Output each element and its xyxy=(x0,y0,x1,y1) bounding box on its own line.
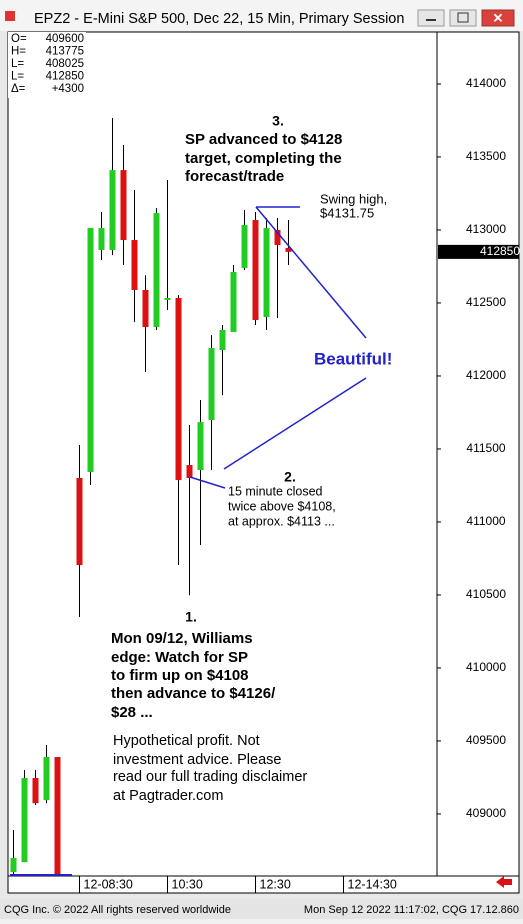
y-tick-label: 413000 xyxy=(466,222,506,236)
y-tick-label: 409000 xyxy=(466,806,506,820)
window-title: EPZ2 - E-Mini S&P 500, Dec 22, 15 Min, P… xyxy=(34,11,404,27)
y-tick-label: 412000 xyxy=(466,368,506,382)
annotation: forecast/trade xyxy=(185,168,284,185)
annotation: 2. xyxy=(284,469,296,485)
candles xyxy=(10,117,292,876)
candle-body xyxy=(98,228,105,250)
time-axis xyxy=(7,875,520,894)
x-tick-label: 12-08:30 xyxy=(84,877,133,891)
y-tick-label: 414000 xyxy=(466,76,506,90)
candle-body xyxy=(21,778,28,863)
status-bar xyxy=(0,899,523,919)
ohlc-value: 409600 xyxy=(46,33,84,45)
y-tick-label: 409500 xyxy=(466,733,506,747)
ohlc-value: 408025 xyxy=(46,58,84,70)
last-price-box xyxy=(438,244,519,259)
candle-body xyxy=(186,465,193,479)
price-axis xyxy=(436,31,520,877)
candle-body xyxy=(32,778,39,804)
candle-body xyxy=(230,272,237,333)
candle-body xyxy=(175,298,182,481)
ohlc-label: L= xyxy=(11,71,24,83)
y-tick-label: 410500 xyxy=(466,587,506,601)
ohlc-box xyxy=(8,32,86,98)
y-tick-label: 410000 xyxy=(466,660,506,674)
maximize-icon xyxy=(457,12,469,23)
annotation: SP advanced to $4128 xyxy=(185,131,342,148)
annotation: 3. xyxy=(272,113,284,129)
candle-body xyxy=(43,757,50,801)
x-tick-label: 12:30 xyxy=(260,877,291,891)
annotation: target, completing the xyxy=(185,150,342,167)
annotation: at approx. $4113 ... xyxy=(228,514,335,528)
disclaimer: investment advice. Please xyxy=(113,752,281,768)
maximize-button[interactable] xyxy=(449,9,477,27)
arrow-line xyxy=(223,377,367,470)
candle-body xyxy=(241,225,248,268)
ohlc-value: +4300 xyxy=(52,83,84,95)
annotation: $28 ... xyxy=(111,704,153,721)
arrow-line xyxy=(255,206,367,339)
arrow-line xyxy=(189,476,226,489)
disclaimer: at Pagtrader.com xyxy=(113,788,223,804)
candle-body xyxy=(142,289,149,328)
annotation: $4131.75 xyxy=(320,205,374,220)
annotation: twice above $4108, xyxy=(228,499,336,513)
candle-body xyxy=(153,213,160,328)
candle-body xyxy=(263,228,270,317)
candle-body xyxy=(274,229,281,246)
candle-body xyxy=(120,170,127,241)
status-left: CQG Inc. © 2022 All rights reserved worl… xyxy=(4,904,231,916)
minimize-button[interactable] xyxy=(417,9,445,27)
annotation: then advance to $4126/ xyxy=(111,685,276,702)
candle-body xyxy=(109,170,116,250)
annotation: Swing high, xyxy=(320,191,387,206)
y-tick-label: 411500 xyxy=(466,441,505,455)
ohlc-label: Δ= xyxy=(11,83,26,95)
candle-body xyxy=(164,298,171,301)
x-tick-label: 10:30 xyxy=(172,877,203,891)
annotation: 15 minute closed xyxy=(228,484,323,498)
annotation: 1. xyxy=(185,609,197,625)
candle-body xyxy=(54,757,61,876)
close-icon: ✕ xyxy=(493,10,504,25)
y-tick-label: 412500 xyxy=(466,295,506,309)
status-right: Mon Sep 12 2022 11:17:02, CQG 17.12.860 xyxy=(304,904,519,916)
candle-body xyxy=(252,220,259,321)
close-button[interactable] xyxy=(481,9,515,27)
ohlc-value: 412850 xyxy=(46,71,84,83)
annotation: edge: Watch for SP xyxy=(111,649,248,666)
annotation: Mon 09/12, Williams xyxy=(111,630,253,647)
y-tick-label: 413500 xyxy=(466,149,506,163)
ohlc-label: H= xyxy=(11,46,26,58)
x-tick-label: 12-14:30 xyxy=(348,877,397,891)
ohlc-label: L= xyxy=(11,58,24,70)
y-tick-label: 411000 xyxy=(466,514,505,528)
candle-body xyxy=(131,240,138,290)
scroll-arrow[interactable] xyxy=(496,876,512,888)
candle-body xyxy=(219,329,226,350)
candle-body xyxy=(285,247,292,252)
ohlc-label: O= xyxy=(11,33,27,45)
candle-body xyxy=(197,422,204,470)
candle-body xyxy=(208,348,215,421)
last-price-label: 412850 xyxy=(480,244,520,258)
app-icon xyxy=(5,11,15,21)
disclaimer: read our full trading disclaimer xyxy=(113,769,307,785)
ohlc-value: 413775 xyxy=(46,46,84,58)
annotation-lines xyxy=(189,206,367,489)
annotation: Beautiful! xyxy=(314,349,392,368)
disclaimer: Hypothetical profit. Not xyxy=(113,733,260,749)
candle-body xyxy=(10,858,17,873)
candle-body xyxy=(76,478,83,566)
annotation: to firm up on $4108 xyxy=(111,667,249,684)
candle-body xyxy=(87,228,94,473)
